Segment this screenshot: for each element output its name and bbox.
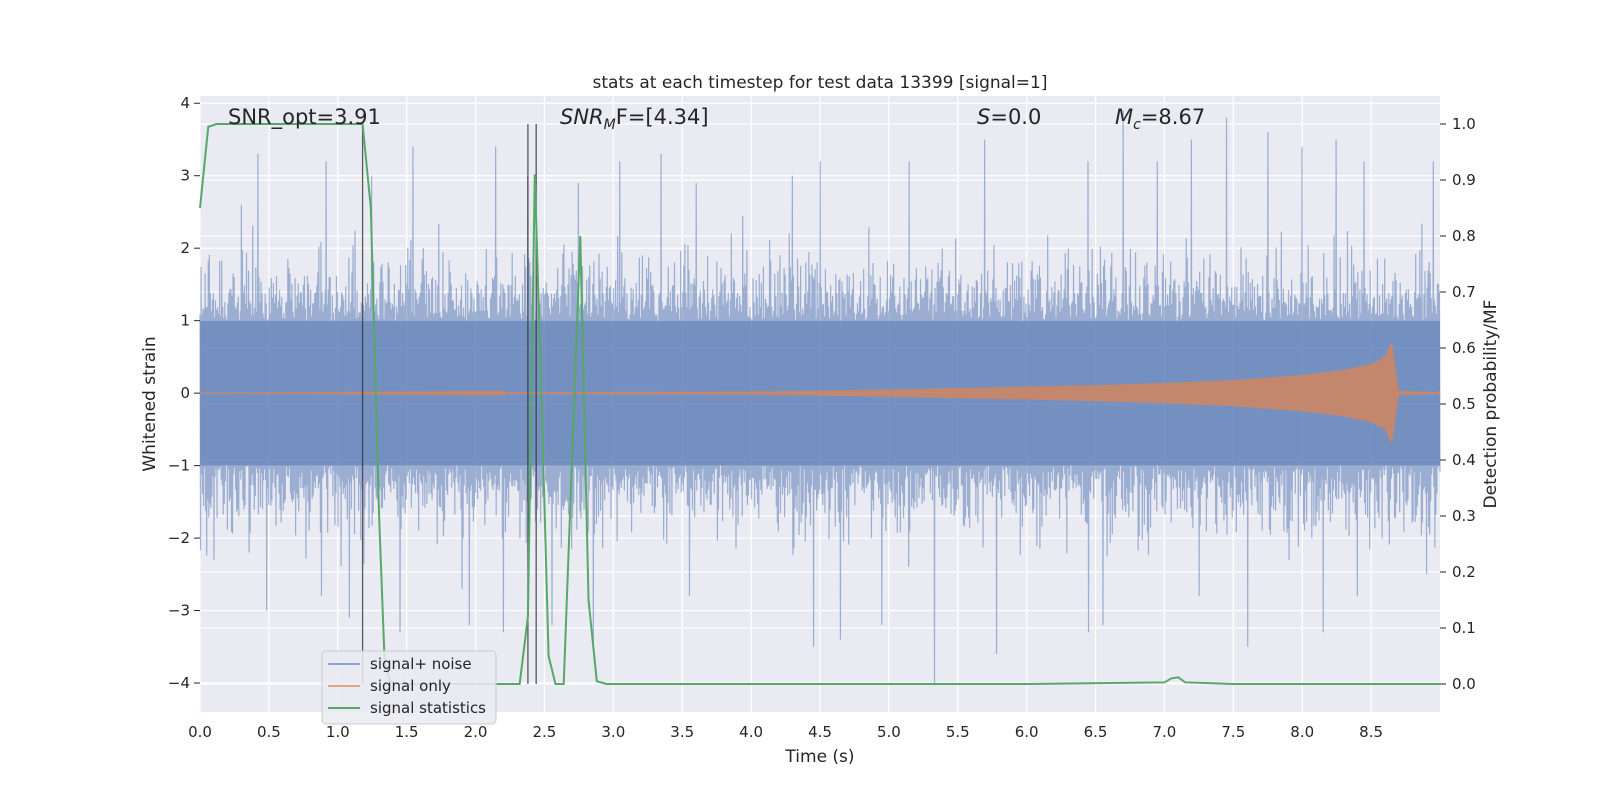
- y-axis-left-label: Whitened strain: [140, 336, 160, 471]
- y-right-tick-2: 0.8: [1452, 227, 1476, 245]
- x-tick-6: 3.0: [601, 723, 625, 741]
- y-axis-right-label: Detection probability/MF: [1481, 300, 1501, 509]
- y-right-tick-labels: 1.0 0.9 0.8 0.7 0.6 0.5 0.4 0.3 0.2 0.1 0.0: [1440, 115, 1476, 693]
- annotation-s-rest: =0.0: [990, 105, 1041, 129]
- y-left-tick-4: 0: [180, 384, 190, 402]
- legend-label-stats: signal statistics: [370, 699, 486, 717]
- y-right-tick-0: 1.0: [1452, 115, 1476, 133]
- annotation-chirp-mass: Mc=8.67: [1115, 105, 1205, 133]
- annotation-mc-rest: =8.67: [1141, 105, 1205, 129]
- annotation-mc-italic: M: [1115, 105, 1133, 129]
- x-tick-2: 1.0: [326, 723, 350, 741]
- x-tick-0: 0.0: [188, 723, 212, 741]
- x-tick-4: 2.0: [464, 723, 488, 741]
- x-tick-8: 4.0: [739, 723, 763, 741]
- y-left-tick-2: 2: [180, 239, 190, 257]
- y-left-tick-0: 4: [180, 94, 190, 112]
- x-tick-15: 7.5: [1221, 723, 1245, 741]
- y-right-tick-1: 0.9: [1452, 171, 1476, 189]
- annotation-snr-mf: SNRMF=[4.34]: [560, 105, 709, 133]
- annotation-snr-mf-sub: M: [604, 117, 616, 133]
- annotation-s-italic: S: [977, 105, 990, 129]
- x-axis-label: Time (s): [784, 747, 854, 767]
- y-left-tick-7: −3: [168, 602, 190, 620]
- y-left-tick-labels: 4 3 2 1 0 −1 −2 −3 −4: [168, 94, 200, 692]
- annotation-snr-mf-rest: F=[4.34]: [616, 105, 709, 129]
- x-tick-3: 1.5: [395, 723, 419, 741]
- chart-title: stats at each timestep for test data 133…: [593, 73, 1048, 93]
- y-left-tick-5: −1: [168, 457, 190, 475]
- legend-box: [321, 650, 497, 725]
- x-tick-5: 2.5: [533, 723, 557, 741]
- annotation-s-stat: S=0.0: [977, 105, 1041, 129]
- x-tick-10: 5.0: [877, 723, 901, 741]
- y-right-tick-3: 0.7: [1452, 283, 1476, 301]
- signal-line: [200, 342, 1441, 443]
- x-tick-1: 0.5: [257, 723, 281, 741]
- y-right-tick-7: 0.3: [1452, 507, 1476, 525]
- x-tick-17: 8.5: [1359, 723, 1383, 741]
- legend: signal+ noise signal only signal statist…: [321, 650, 497, 725]
- x-tick-12: 6.0: [1015, 723, 1039, 741]
- statistics-series: [199, 123, 1440, 685]
- y-right-tick-9: 0.1: [1452, 619, 1476, 637]
- y-left-tick-3: 1: [180, 312, 190, 330]
- x-tick-11: 5.5: [946, 723, 970, 741]
- x-tick-16: 8.0: [1290, 723, 1314, 741]
- y-left-tick-8: −4: [168, 674, 190, 692]
- stats-line: [199, 123, 1440, 685]
- x-tick-14: 7.0: [1153, 723, 1177, 741]
- y-right-tick-4: 0.6: [1452, 339, 1476, 357]
- legend-label-noise: signal+ noise: [370, 655, 472, 673]
- annotation-snr-opt: SNR_opt=3.91: [228, 105, 381, 130]
- annotation-mc-sub: c: [1133, 117, 1141, 133]
- x-tick-13: 6.5: [1084, 723, 1108, 741]
- y-right-tick-6: 0.4: [1452, 451, 1476, 469]
- x-tick-9: 4.5: [808, 723, 832, 741]
- y-right-tick-5: 0.5: [1452, 395, 1476, 413]
- x-tick-labels: 0.0 0.5 1.0 1.5 2.0 2.5 3.0 3.5 4.0 4.5 5.0 5.5 6.0 6…: [188, 723, 1383, 741]
- x-tick-7: 3.5: [670, 723, 694, 741]
- signal-series: [200, 342, 1441, 443]
- legend-label-signal: signal only: [370, 677, 451, 695]
- noise-line: [199, 110, 1441, 684]
- y-left-tick-6: −2: [168, 529, 190, 547]
- y-left-tick-1: 3: [180, 167, 190, 185]
- annotation-snr-mf-italic: SNR: [560, 105, 604, 129]
- y-right-tick-8: 0.2: [1452, 563, 1476, 581]
- y-right-tick-10: 0.0: [1452, 675, 1476, 693]
